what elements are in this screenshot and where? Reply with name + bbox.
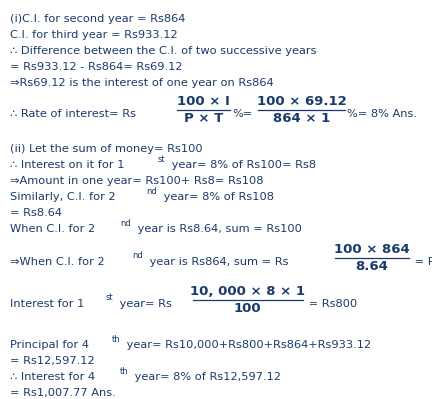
Text: year is Rs8.64, sum = Rs100: year is Rs8.64, sum = Rs100 (134, 224, 302, 234)
Text: 100 × 69.12: 100 × 69.12 (257, 95, 346, 108)
Text: year= Rs10,000+Rs800+Rs864+Rs933.12: year= Rs10,000+Rs800+Rs864+Rs933.12 (123, 340, 371, 350)
Text: %=: %= (232, 109, 252, 119)
Text: year= 8% of Rs108: year= 8% of Rs108 (160, 192, 274, 202)
Text: year= Rs: year= Rs (116, 299, 175, 309)
Text: C.I. for third year = Rs933.12: C.I. for third year = Rs933.12 (10, 30, 178, 40)
Text: = Rs10,000: = Rs10,000 (410, 257, 432, 267)
Text: 100 × 864: 100 × 864 (334, 243, 410, 256)
Text: ∴ Interest on it for 1: ∴ Interest on it for 1 (10, 160, 124, 170)
Text: = Rs800: = Rs800 (305, 299, 357, 309)
Text: year= 8% of Rs100= Rs8: year= 8% of Rs100= Rs8 (168, 160, 316, 170)
Text: Principal for 4: Principal for 4 (10, 340, 89, 350)
Text: 100: 100 (234, 302, 262, 315)
Text: Similarly, C.I. for 2: Similarly, C.I. for 2 (10, 192, 116, 202)
Text: ⇒Amount in one year= Rs100+ Rs8= Rs108: ⇒Amount in one year= Rs100+ Rs8= Rs108 (10, 176, 264, 186)
Text: nd: nd (120, 219, 130, 228)
Text: Interest for 1: Interest for 1 (10, 299, 84, 309)
Text: ∴ Interest for 4: ∴ Interest for 4 (10, 372, 95, 382)
Text: = Rs8.64: = Rs8.64 (10, 208, 62, 218)
Text: th: th (112, 335, 121, 344)
Text: P × T: P × T (184, 112, 223, 125)
Text: = Rs933.12 - Rs864= Rs69.12: = Rs933.12 - Rs864= Rs69.12 (10, 62, 182, 72)
Text: 10, 000 × 8 × 1: 10, 000 × 8 × 1 (191, 285, 305, 298)
Text: (ii) Let the sum of money= Rs100: (ii) Let the sum of money= Rs100 (10, 144, 203, 154)
Text: ∴ Rate of interest= Rs: ∴ Rate of interest= Rs (10, 109, 140, 119)
Text: year is Rs864, sum = Rs: year is Rs864, sum = Rs (146, 257, 292, 267)
Text: ⇒Rs69.12 is the interest of one year on Rs864: ⇒Rs69.12 is the interest of one year on … (10, 78, 273, 88)
Text: st: st (158, 155, 165, 164)
Text: 100 × I: 100 × I (177, 95, 230, 108)
Text: nd: nd (132, 251, 143, 261)
Text: th: th (120, 367, 128, 376)
Text: %= 8% Ans.: %= 8% Ans. (347, 109, 417, 119)
Text: ∴ Difference between the C.I. of two successive years: ∴ Difference between the C.I. of two suc… (10, 46, 317, 56)
Text: 8.64: 8.64 (355, 260, 388, 273)
Text: = Rs12,597.12: = Rs12,597.12 (10, 356, 95, 366)
Text: 864 × 1: 864 × 1 (273, 112, 330, 125)
Text: (i)C.I. for second year = Rs864: (i)C.I. for second year = Rs864 (10, 14, 185, 24)
Text: = Rs1,007.77 Ans.: = Rs1,007.77 Ans. (10, 388, 116, 398)
Text: ⇒When C.I. for 2: ⇒When C.I. for 2 (10, 257, 105, 267)
Text: When C.I. for 2: When C.I. for 2 (10, 224, 95, 234)
Text: nd: nd (146, 187, 157, 196)
Text: year= 8% of Rs12,597.12: year= 8% of Rs12,597.12 (131, 372, 281, 382)
Text: st: st (106, 294, 114, 302)
